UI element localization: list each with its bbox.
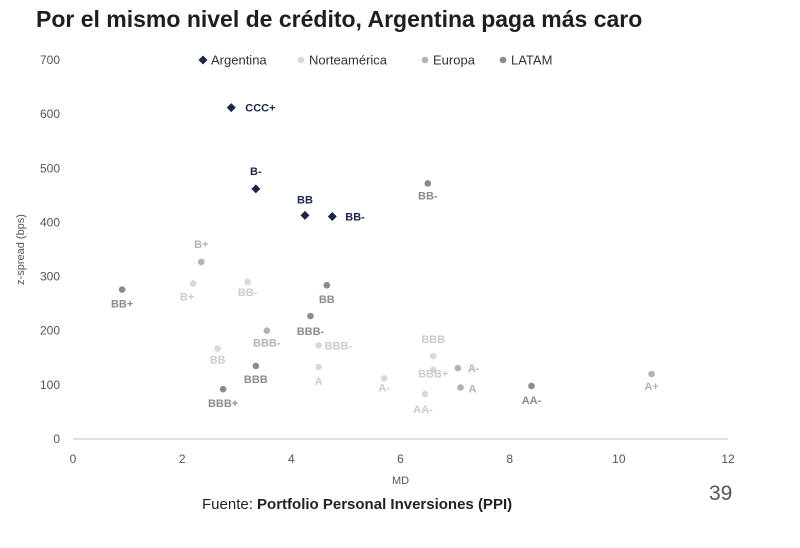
point-norteamerica [315, 363, 322, 371]
point-norteamerica [429, 352, 437, 360]
y-axis-label: z-spread (bps) [15, 214, 27, 285]
point-label-argentina: BB- [345, 211, 365, 223]
y-tick-label: 200 [40, 324, 60, 338]
point-label-latam: BBB [244, 374, 268, 386]
legend-marker-latam [499, 56, 507, 64]
x-tick-label: 8 [506, 452, 513, 466]
legend-marker-norteamerica [297, 56, 305, 64]
point-argentina [327, 211, 337, 221]
legend-label-norteamerica: Norteamérica [309, 53, 388, 68]
y-tick-label: 300 [40, 270, 60, 284]
point-label-norteamerica: AA- [413, 404, 433, 416]
legend: Argentina Norteamérica Europa LATAM [198, 53, 552, 68]
point-label-europa: A [469, 384, 477, 396]
point-latam [252, 362, 260, 370]
legend-label-europa: Europa [433, 53, 476, 68]
y-tick-label: 0 [53, 432, 60, 446]
point-label-europa: B+ [194, 239, 208, 251]
point-latam [528, 382, 535, 390]
point-norteamerica [244, 278, 251, 286]
point-argentina [226, 103, 236, 113]
point-norteamerica [429, 366, 437, 373]
point-label-norteamerica: BBB+ [418, 369, 448, 381]
point-norteamerica [380, 375, 388, 382]
point-label-norteamerica: A [315, 376, 323, 388]
point-label-latam: AA- [522, 395, 542, 407]
page-number: 39 [709, 482, 733, 505]
point-label-latam: BB [319, 294, 335, 306]
y-tick-label: 600 [40, 107, 60, 121]
point-latam [424, 180, 432, 187]
point-latam [307, 312, 314, 320]
point-latam [323, 281, 331, 289]
point-label-argentina: CCC+ [245, 103, 275, 115]
y-tick-label: 700 [40, 53, 60, 67]
chart-title: Por el mismo nivel de crédito, Argentina… [36, 6, 643, 32]
point-europa [197, 258, 205, 266]
point-label-europa: BBB- [253, 338, 281, 350]
legend-marker-europa [421, 56, 429, 64]
source-note: Fuente: Portfolio Personal Inversiones (… [202, 496, 513, 513]
point-latam [219, 385, 227, 393]
point-label-europa: A+ [644, 381, 658, 393]
x-tick-label: 2 [179, 452, 186, 466]
point-label-argentina: BB [297, 194, 313, 206]
point-argentina [251, 184, 261, 194]
point-europa [457, 384, 464, 391]
x-tick-label: 4 [288, 452, 295, 466]
point-latam [118, 286, 126, 293]
y-tick-label: 100 [40, 378, 60, 392]
point-label-norteamerica: BBB [421, 334, 445, 346]
x-tick-label: 12 [721, 452, 735, 466]
point-norteamerica [189, 280, 197, 287]
point-label-norteamerica: BB [210, 355, 226, 367]
data-points [118, 103, 655, 398]
legend-label-argentina: Argentina [211, 53, 267, 68]
point-europa [263, 327, 271, 335]
point-label-norteamerica: BBB- [325, 340, 353, 352]
source-name: Portfolio Personal Inversiones (PPI) [257, 496, 513, 513]
x-tick-label: 6 [397, 452, 404, 466]
axes: 0 2 4 6 8 10 12 0 100 200 300 400 500 600 700 MD z-sprea… [15, 53, 735, 487]
legend-label-latam: LATAM [511, 53, 552, 68]
point-label-latam: BB- [418, 190, 438, 202]
point-label-latam: BB+ [111, 299, 133, 311]
point-label-norteamerica: A- [378, 382, 390, 394]
x-axis-label: MD [392, 475, 409, 487]
point-norteamerica [421, 390, 429, 398]
point-label-latam: BBB- [297, 326, 325, 338]
point-europa [648, 370, 655, 378]
x-tick-label: 0 [70, 452, 77, 466]
point-label-norteamerica: B+ [180, 292, 194, 304]
point-label-norteamerica: BB- [238, 287, 258, 299]
x-tick-label: 10 [612, 452, 626, 466]
y-tick-label: 400 [40, 215, 60, 229]
point-label-argentina: B- [250, 166, 262, 178]
point-argentina [300, 210, 310, 220]
point-label-latam: BBB+ [208, 398, 238, 410]
legend-marker-argentina [198, 55, 208, 65]
y-tick-label: 500 [40, 161, 60, 175]
point-norteamerica [214, 345, 221, 352]
point-europa [454, 364, 462, 372]
point-label-europa: A- [468, 363, 480, 375]
point-norteamerica [315, 342, 322, 349]
